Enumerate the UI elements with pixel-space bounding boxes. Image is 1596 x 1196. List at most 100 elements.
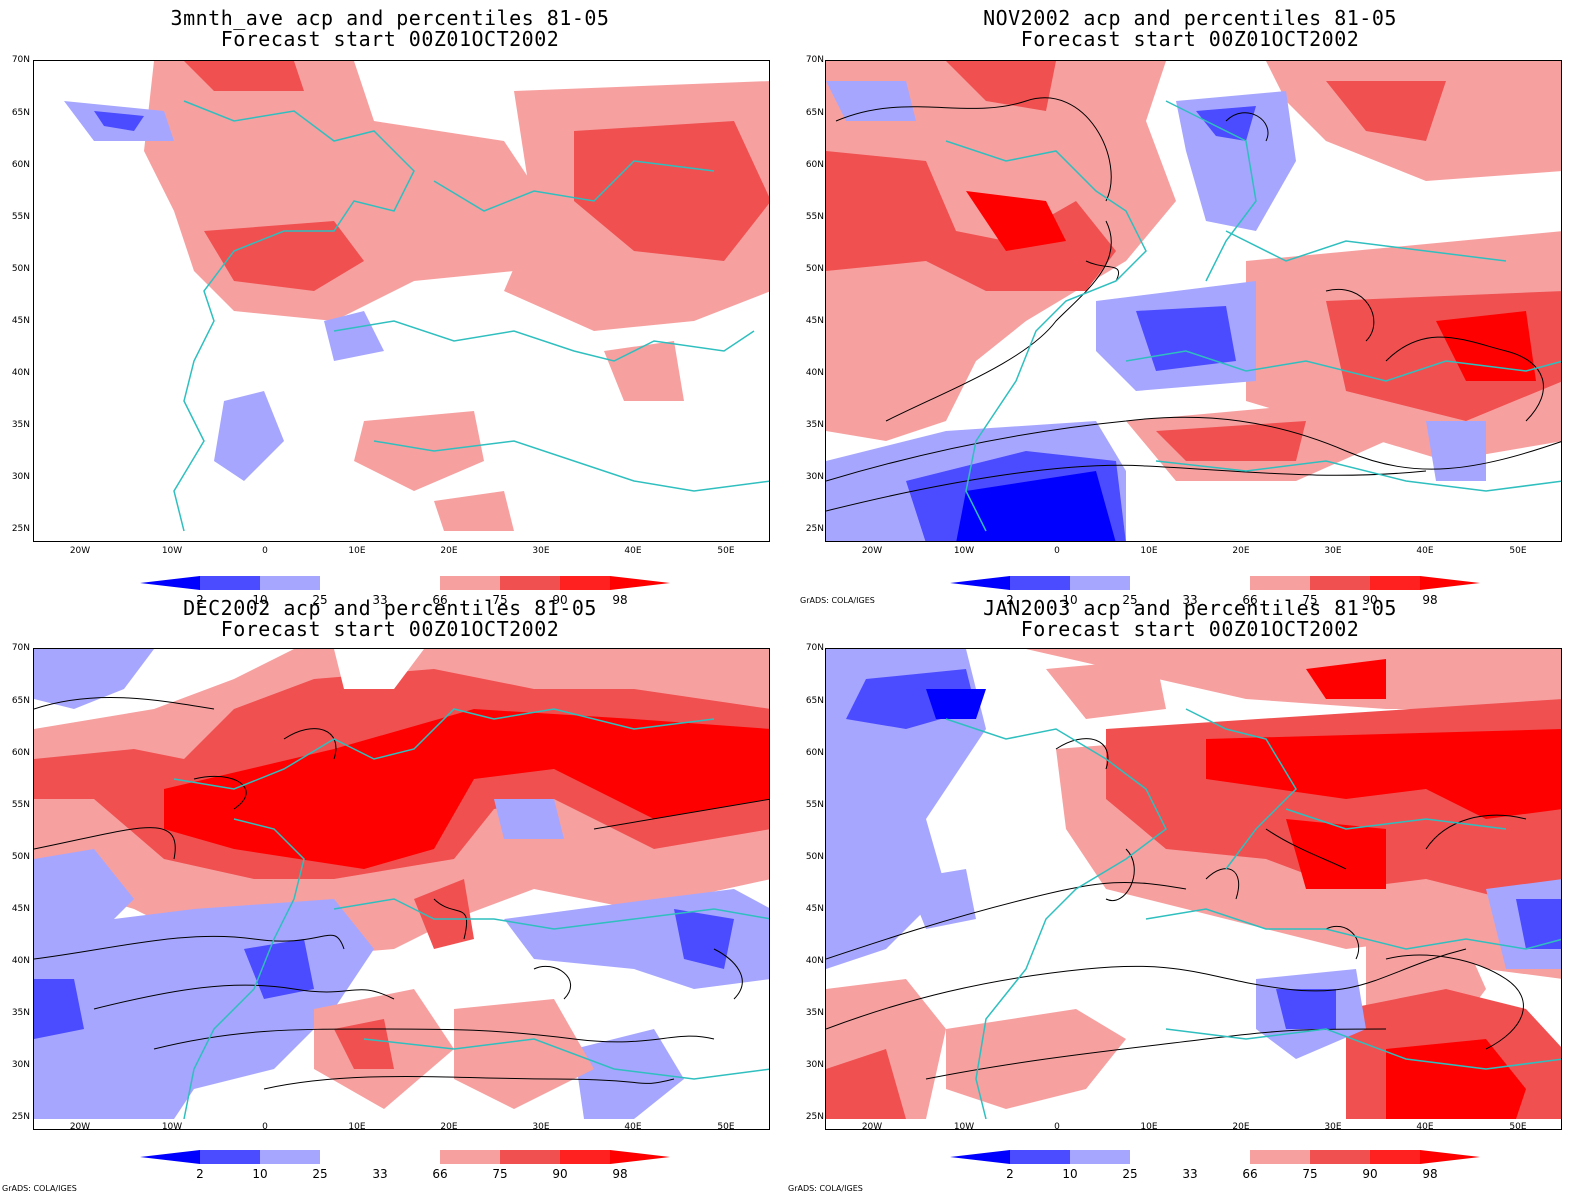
grads-credit: GrADS: COLA/IGES: [788, 1184, 863, 1193]
lat-label: 50N: [11, 264, 30, 274]
lon-label: 20E: [440, 1122, 458, 1132]
lon-label: 30E: [1324, 546, 1342, 556]
colorbar-label: 90: [552, 1167, 568, 1181]
percentile-shading: [34, 649, 769, 1119]
lat-label: 45N: [805, 316, 824, 326]
lat-label: 65N: [805, 108, 824, 118]
lon-label: 40E: [624, 1122, 642, 1132]
map-area: [825, 648, 1562, 1130]
colorbar-label: 98: [1422, 1167, 1438, 1181]
lon-label: 10E: [348, 546, 366, 556]
lon-label: 50E: [1509, 546, 1527, 556]
lon-label: 20E: [1232, 1122, 1250, 1132]
lat-label: 55N: [805, 800, 824, 810]
lon-label: 10W: [161, 546, 183, 556]
lon-label: 0: [1054, 546, 1060, 556]
colorbar: [140, 576, 670, 590]
colorbar-label: 2: [196, 593, 204, 607]
lat-label: 70N: [805, 643, 824, 653]
lat-label: 45N: [805, 904, 824, 914]
panel-title: NOV2002 acp and percentiles 81-05: [983, 6, 1397, 30]
lon-label: 0: [262, 546, 268, 556]
colorbar-label: 33: [1182, 593, 1198, 607]
grads-credit: GrADS: COLA/IGES: [800, 596, 875, 605]
lat-label: 25N: [11, 524, 30, 534]
lat-label: 40N: [11, 368, 30, 378]
lat-label: 50N: [11, 852, 30, 862]
lat-label: 45N: [11, 904, 30, 914]
lat-label: 35N: [11, 420, 30, 430]
lon-label: 20W: [69, 546, 91, 556]
colorbar-label: 66: [1242, 593, 1258, 607]
lon-label: 20E: [1232, 546, 1250, 556]
lon-label: 10E: [348, 1122, 366, 1132]
colorbar-label: 75: [492, 593, 508, 607]
colorbar-label: 90: [1362, 593, 1378, 607]
lon-label: 20W: [861, 1122, 883, 1132]
lon-label: 20E: [440, 546, 458, 556]
lon-label: 20W: [69, 1122, 91, 1132]
colorbar-label: 66: [432, 593, 448, 607]
lon-label: 30E: [532, 1122, 550, 1132]
percentile-shading: [64, 61, 769, 532]
map-area: [33, 648, 770, 1130]
lon-label: 20W: [861, 546, 883, 556]
lat-label: 40N: [805, 956, 824, 966]
lat-label: 55N: [805, 212, 824, 222]
colorbar-label: 10: [1062, 593, 1078, 607]
lat-label: 30N: [805, 1060, 824, 1070]
map-area: [33, 60, 770, 542]
lat-label: 65N: [11, 696, 30, 706]
lat-label: 25N: [805, 524, 824, 534]
lat-label: 65N: [805, 696, 824, 706]
colorbar-label: 10: [252, 593, 268, 607]
lat-label: 55N: [11, 800, 30, 810]
lat-label: 25N: [805, 1112, 824, 1122]
colorbar-label: 75: [1302, 1167, 1318, 1181]
colorbar-label: 10: [252, 1167, 268, 1181]
lon-label: 10W: [953, 1122, 975, 1132]
lon-label: 10W: [953, 546, 975, 556]
lat-label: 35N: [11, 1008, 30, 1018]
lat-label: 50N: [805, 264, 824, 274]
lat-label: 25N: [11, 1112, 30, 1122]
colorbar-label: 33: [1182, 1167, 1198, 1181]
map-panel-3month: 3mnth_ave acp and percentiles 81-05 Fore…: [0, 0, 780, 607]
lat-label: 30N: [11, 472, 30, 482]
lat-label: 55N: [11, 212, 30, 222]
lon-label: 10E: [1140, 546, 1158, 556]
lat-label: 65N: [11, 108, 30, 118]
panel-subtitle: Forecast start 00Z01OCT2002: [220, 27, 560, 51]
lon-label: 50E: [717, 1122, 735, 1132]
colorbar-label: 98: [1422, 593, 1438, 607]
lon-label: 0: [262, 1122, 268, 1132]
lon-label: 40E: [1416, 546, 1434, 556]
colorbar-label: 90: [552, 593, 568, 607]
lat-label: 50N: [805, 852, 824, 862]
lon-label: 30E: [532, 546, 550, 556]
colorbar-label: 66: [432, 1167, 448, 1181]
colorbar-label: 25: [312, 1167, 328, 1181]
colorbar-label: 98: [612, 1167, 628, 1181]
lon-label: 50E: [717, 546, 735, 556]
map-panel-jan2003: JAN2003 acp and percentiles 81-05 Foreca…: [788, 598, 1580, 1193]
colorbar-label: 25: [1122, 593, 1138, 607]
lat-label: 30N: [11, 1060, 30, 1070]
percentile-shading: [826, 649, 1561, 1119]
colorbar-label: 98: [612, 593, 628, 607]
lat-label: 60N: [805, 748, 824, 758]
lat-label: 45N: [11, 316, 30, 326]
colorbar-label: 33: [372, 593, 388, 607]
lat-label: 70N: [805, 55, 824, 65]
lon-label: 30E: [1324, 1122, 1342, 1132]
colorbar-label: 66: [1242, 1167, 1258, 1181]
colorbar-label: 75: [1302, 593, 1318, 607]
lon-label: 10E: [1140, 1122, 1158, 1132]
lon-label: 40E: [624, 546, 642, 556]
lat-label: 30N: [805, 472, 824, 482]
lat-label: 35N: [805, 1008, 824, 1018]
lat-label: 40N: [805, 368, 824, 378]
lat-label: 70N: [11, 643, 30, 653]
colorbar: [140, 1150, 670, 1164]
colorbar-label: 2: [1006, 593, 1014, 607]
